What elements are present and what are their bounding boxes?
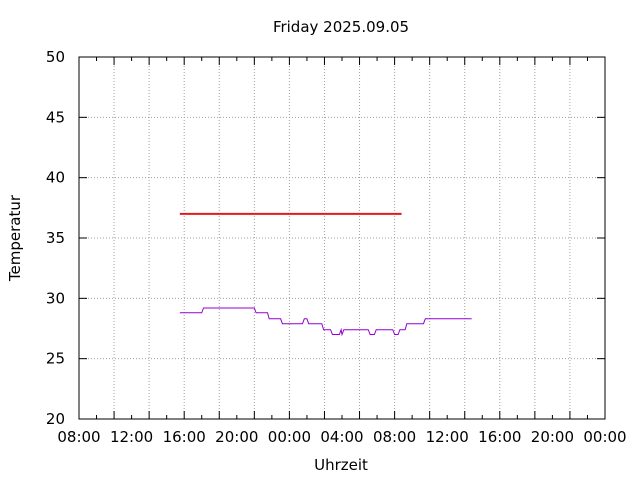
y-tick-label: 45 xyxy=(46,108,65,126)
x-axis-title: Uhrzeit xyxy=(314,456,368,474)
x-tick-label: 00:00 xyxy=(583,428,626,446)
x-tick-labels: 08:00 12:00 16:00 20:00 00:00 04:00 08:00 12:00… xyxy=(57,428,626,446)
x-tick-label: 16:00 xyxy=(478,428,521,446)
grid-lines xyxy=(79,57,605,419)
x-tick-label: 04:00 xyxy=(320,428,363,446)
x-tick-label: 08:00 xyxy=(57,428,100,446)
x-tick-label: 12:00 xyxy=(426,428,469,446)
x-tick-label: 16:00 xyxy=(163,428,206,446)
y-tick-label: 35 xyxy=(46,229,65,247)
y-tick-label: 20 xyxy=(46,410,65,428)
x-tick-label: 20:00 xyxy=(215,428,258,446)
chart-title: Friday 2025.09.05 xyxy=(273,18,409,36)
x-tick-label: 08:00 xyxy=(373,428,416,446)
series-line-purple xyxy=(179,307,472,337)
y-tick-label: 30 xyxy=(46,289,65,307)
y-axis-title: Temperatur xyxy=(6,194,24,282)
x-tick-label: 12:00 xyxy=(110,428,153,446)
x-tick-label: 20:00 xyxy=(531,428,574,446)
axis-ticks xyxy=(78,56,606,420)
y-tick-labels: 20 25 30 35 40 45 50 xyxy=(46,48,65,428)
y-tick-label: 50 xyxy=(46,48,65,66)
plot-series xyxy=(179,212,472,337)
y-tick-label: 40 xyxy=(46,169,65,187)
x-tick-label: 00:00 xyxy=(268,428,311,446)
y-tick-label: 25 xyxy=(46,350,65,368)
